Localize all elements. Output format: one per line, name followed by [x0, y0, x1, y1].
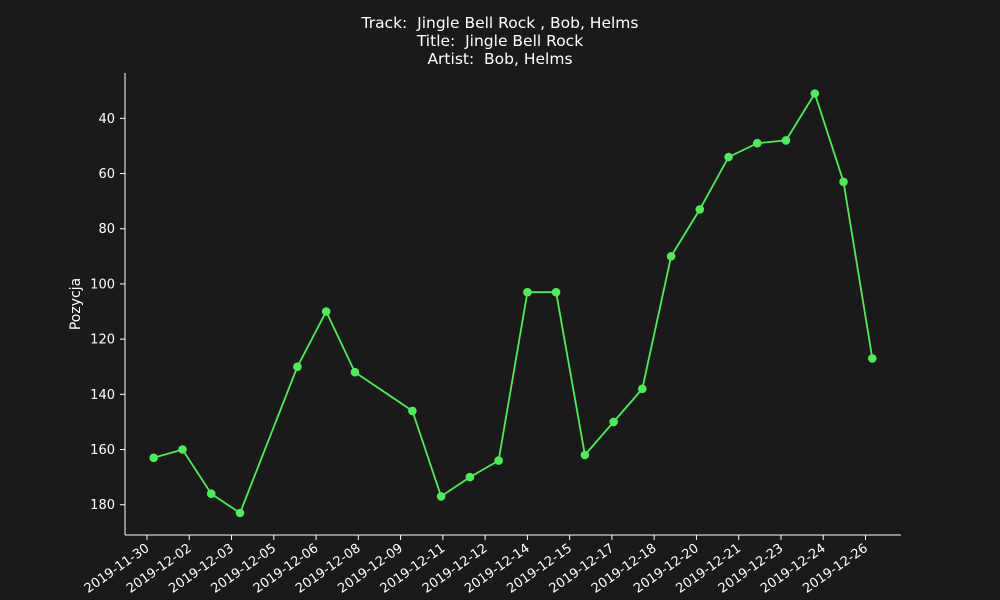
- y-tick-label: 60: [98, 167, 115, 182]
- y-tick-label: 140: [90, 388, 115, 403]
- data-point: [523, 287, 532, 297]
- data-point: [293, 362, 302, 372]
- title-title: Title: Jingle Bell Rock: [416, 32, 584, 50]
- y-tick-label: 120: [90, 333, 115, 348]
- y-tick-label: 180: [90, 498, 115, 513]
- y-tick-label: 100: [90, 277, 115, 292]
- data-point: [436, 492, 446, 501]
- data-point: [609, 417, 618, 427]
- data-point: [580, 450, 590, 460]
- title-track: Track: Jingle Bell Rock , Bob, Helms: [361, 14, 639, 32]
- series: [149, 89, 877, 518]
- data-point: [350, 367, 360, 377]
- data-point: [868, 354, 877, 363]
- data-point: [810, 89, 820, 98]
- data-point: [551, 287, 561, 297]
- data-point: [465, 472, 475, 482]
- y-axis-label: Pozycja: [68, 278, 84, 330]
- data-point: [753, 138, 762, 148]
- title-artist: Artist: Bob, Helms: [427, 50, 573, 68]
- x-ticks: 2019-11-302019-12-022019-12-032019-12-05…: [82, 535, 871, 597]
- data-point: [149, 453, 158, 463]
- y-tick-label: 160: [90, 443, 115, 458]
- y-ticks: 40 60 80 100 120 140 160 180: [90, 112, 125, 513]
- data-point: [666, 251, 676, 261]
- y-tick-label: 40: [98, 112, 115, 127]
- data-point: [235, 508, 245, 518]
- data-point: [781, 136, 791, 145]
- data-point: [178, 445, 187, 454]
- data-point: [839, 177, 848, 187]
- data-point: [724, 152, 733, 162]
- data-point: [408, 406, 417, 416]
- data-point: [695, 205, 705, 214]
- series-line: [153, 91, 874, 515]
- chart-title: Track: Jingle Bell Rock , Bob, Helms Tit…: [0, 14, 1000, 68]
- axes: [124, 73, 901, 536]
- data-point: [494, 456, 503, 465]
- data-point: [638, 384, 647, 394]
- data-point: [206, 489, 216, 499]
- data-point: [321, 307, 331, 316]
- y-tick-label: 80: [98, 222, 115, 237]
